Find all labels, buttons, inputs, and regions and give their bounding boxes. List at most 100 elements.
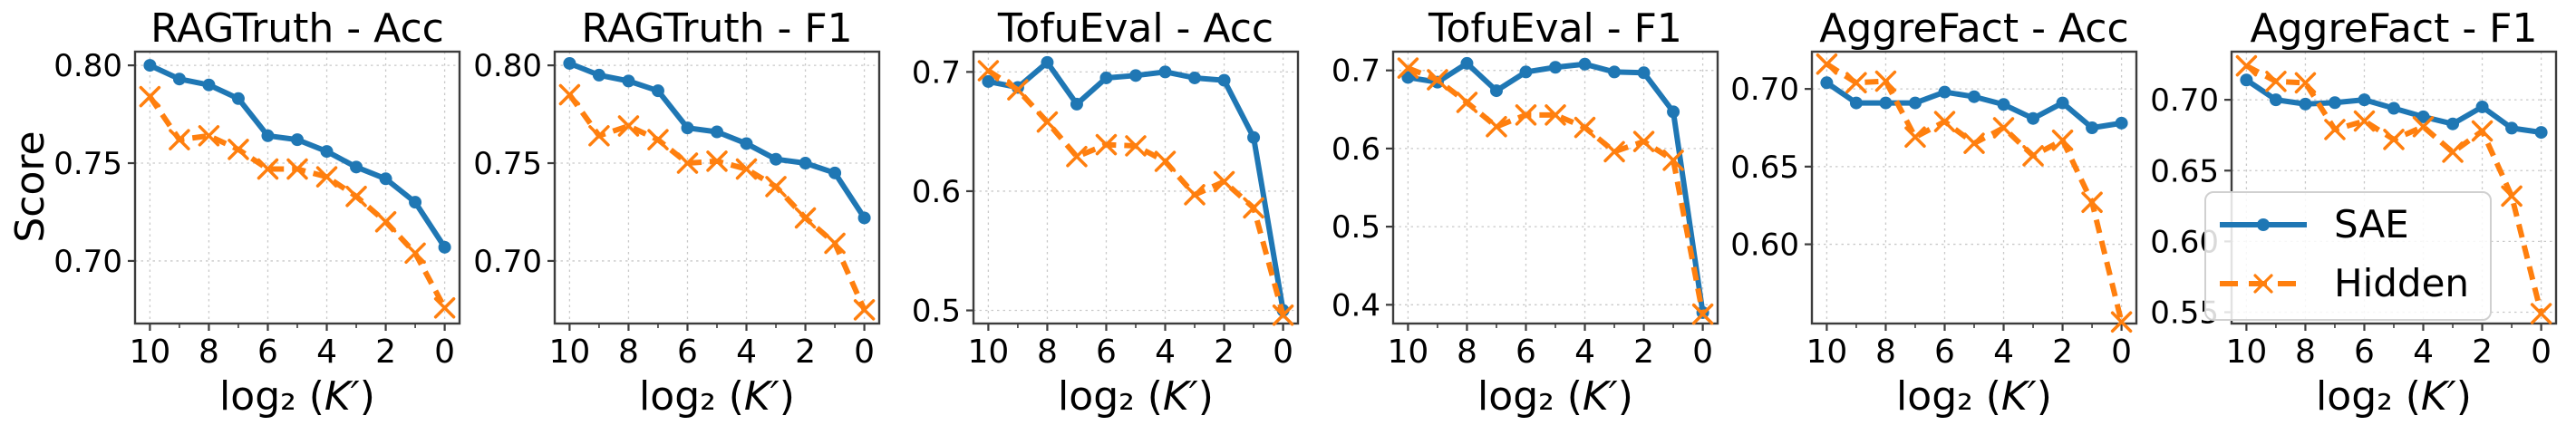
x-tick-label: 6	[1096, 334, 1117, 371]
x-tick-label: 10	[129, 334, 170, 371]
hidden-marker	[1874, 70, 1897, 92]
subplot-tofueval-acc: TofuEval - Acc 0.7 0.6 0.5 10 8 6 4 2 0 log₂ (K′)	[887, 0, 1316, 435]
sae-marker	[2446, 117, 2460, 130]
x-tick-label: 2	[2052, 334, 2073, 371]
sae-marker	[1997, 98, 2010, 111]
y-tick-label: 0.75	[473, 146, 542, 182]
plot-canvas-tofueval-acc: 0.7 0.6 0.510 8 6 4 2 0 log₂ (K′)	[912, 50, 1300, 420]
hidden-marker	[853, 299, 876, 321]
x-tick-label: 0	[854, 334, 875, 371]
y-axis-label: Score	[7, 130, 53, 243]
y-tick-label: 0.6	[912, 174, 961, 210]
sae-marker	[1099, 71, 1113, 84]
sae-marker	[2475, 100, 2489, 113]
sae-marker	[2358, 93, 2371, 107]
legend-label: SAE	[2334, 202, 2409, 246]
gridlines	[973, 52, 1298, 324]
plot-frame	[133, 50, 461, 325]
hidden-marker	[2501, 185, 2523, 208]
x-tick-label: 8	[1037, 334, 1058, 371]
sae-marker	[350, 160, 363, 174]
hidden-marker	[1213, 170, 1235, 193]
x-tick-label: 10	[2225, 334, 2267, 371]
hidden-marker	[558, 83, 581, 106]
hidden-marker	[345, 185, 367, 208]
hidden-marker	[588, 125, 610, 147]
series-hidden	[1816, 53, 2133, 334]
gridlines	[135, 52, 460, 324]
sae-marker	[711, 125, 723, 139]
hidden-marker	[1427, 69, 1448, 91]
sae-line	[149, 63, 448, 249]
x-tick-label: 0	[2531, 334, 2552, 371]
sae-marker	[1549, 61, 1562, 74]
sae-marker	[2027, 111, 2040, 125]
series-hidden	[2235, 54, 2552, 324]
sae-marker	[651, 84, 664, 98]
hidden-marker	[1574, 116, 1596, 139]
y-tick-label: 0.7	[1332, 53, 1380, 90]
sae-marker	[770, 152, 783, 166]
subplot-title: TofuEval - F1	[1428, 5, 1682, 52]
hidden-marker	[404, 242, 426, 265]
x-tick-label: 0	[2111, 334, 2132, 371]
sae-line	[1407, 60, 1706, 314]
hidden-marker	[315, 166, 338, 188]
hidden-marker	[824, 232, 846, 255]
sae-marker	[828, 166, 842, 179]
sae-marker	[202, 78, 216, 92]
sae-marker	[1637, 66, 1651, 80]
x-tick-label: 6	[2354, 334, 2375, 371]
y-tick-label: 0.75	[53, 146, 122, 182]
x-tick-label: 6	[1934, 334, 1955, 371]
tick-labels: 0.80 0.75 0.70 10 8 6 4 2 0	[473, 48, 875, 371]
hidden-marker	[1933, 111, 1956, 132]
x-tick-label: 6	[257, 334, 278, 371]
gridlines	[1393, 52, 1718, 324]
sae-marker	[2416, 110, 2430, 123]
plot-canvas-ragtruth-acc: 0.80 0.75 0.70 10 8 6 4 2 0 log₂ (K′)	[53, 48, 461, 420]
hidden-marker	[1154, 150, 1177, 172]
hidden-marker	[2530, 303, 2552, 324]
plot-canvas-tofueval-f1: 0.7 0.6 0.5 0.410 8 6 4 2 0 log₂ (K′)	[1332, 50, 1719, 420]
plot-canvas-aggrefact-acc: 0.70 0.65 0.60 10 8 6 4 2 0 log₂ (K′)	[1730, 50, 2138, 420]
sae-marker	[320, 145, 334, 159]
y-tick-label: 0.5	[912, 294, 961, 330]
hidden-marker	[1603, 140, 1625, 163]
y-tick-label: 0.80	[53, 48, 122, 84]
sae-marker	[1938, 85, 1951, 99]
x-tick-label: 4	[1993, 334, 2014, 371]
x-tick-label: 10	[1806, 334, 1847, 371]
sae-marker	[261, 129, 275, 142]
subplot-aggrefact-f1: AggreFact - F1 0.70 0.65 0.60 0.55 10 8 6 4 2 0 lo…	[2145, 0, 2574, 435]
hidden-marker	[2051, 129, 2074, 151]
sae-marker	[563, 56, 576, 70]
subplot-title: TofuEval - Acc	[997, 5, 1274, 52]
x-tick-label: 4	[1574, 334, 1595, 371]
hidden-marker	[374, 211, 397, 233]
y-tick-label: 0.7	[912, 54, 961, 91]
axis-ticks	[1386, 69, 1704, 331]
x-tick-label: 8	[2295, 334, 2316, 371]
sae-line	[568, 61, 867, 220]
sae-marker	[1849, 96, 1863, 110]
x-tick-label: 2	[795, 334, 816, 371]
sae-marker	[1968, 90, 1980, 103]
hidden-marker	[1397, 57, 1419, 79]
x-tick-label: 0	[1273, 334, 1293, 371]
x-tick-label: 4	[736, 334, 757, 371]
plot-frame	[553, 50, 881, 325]
sae-marker	[622, 74, 635, 88]
subplot-ragtruth-acc: RAGTruth - Acc 0.80 0.75 0.70 10 8 6 4 2 0 log₂ (…	[49, 0, 478, 435]
hidden-marker	[1963, 132, 1985, 154]
hidden-marker	[2022, 145, 2044, 167]
y-tick-label: 0.70	[53, 244, 122, 280]
hidden-marker	[1125, 135, 1147, 157]
hidden-marker	[1816, 53, 1838, 75]
axis-ticks	[547, 64, 866, 331]
series-sae	[563, 56, 871, 225]
sae-marker	[1129, 69, 1142, 82]
sae-marker	[740, 137, 753, 150]
